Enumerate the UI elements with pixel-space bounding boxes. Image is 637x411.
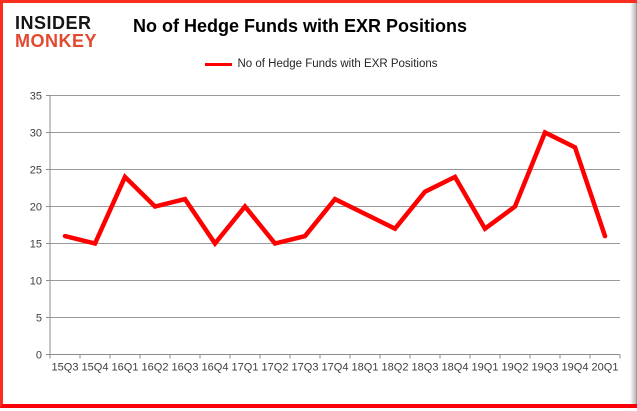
- x-tick-label: 17Q4: [322, 362, 349, 374]
- x-tick-label: 17Q3: [292, 362, 319, 374]
- logo-insider-text: INSIDER: [15, 13, 92, 33]
- x-tick-label: 17Q2: [262, 362, 289, 374]
- x-tick-label: 20Q1: [592, 362, 619, 374]
- y-tick-label: 5: [36, 313, 42, 325]
- x-tick-label: 16Q2: [142, 362, 169, 374]
- legend-line-swatch-icon: [205, 62, 233, 66]
- y-tick-label: 25: [30, 165, 42, 177]
- chart-legend: No of Hedge Funds with EXR Positions: [3, 58, 637, 70]
- page-title: No of Hedge Funds with EXR Positions: [133, 16, 468, 36]
- x-tick-label: 18Q3: [412, 362, 439, 374]
- insider-monkey-logo: INSIDER MONKEY: [15, 14, 97, 50]
- x-tick-label: 16Q1: [112, 362, 139, 374]
- x-tick-label: 16Q3: [172, 362, 199, 374]
- logo-monkey-text: MONKEY: [15, 31, 98, 51]
- x-tick-label: 17Q1: [232, 362, 259, 374]
- x-tick-label: 18Q2: [382, 362, 409, 374]
- series-line: [62, 129, 608, 248]
- x-tick-label: 18Q1: [352, 362, 379, 374]
- x-tick-label: 15Q4: [82, 362, 109, 374]
- x-tick-label: 19Q2: [502, 362, 529, 374]
- y-tick-label: 20: [30, 202, 42, 214]
- y-tick-label: 0: [36, 350, 42, 362]
- x-tick-label: 18Q4: [442, 362, 469, 374]
- y-tick-label: 35: [30, 91, 42, 103]
- x-tick-label: 19Q1: [472, 362, 499, 374]
- y-tick-label: 30: [30, 128, 42, 140]
- x-tick-label: 15Q3: [52, 362, 79, 374]
- y-tick-label: 10: [30, 276, 42, 288]
- x-tick-label: 19Q4: [562, 362, 589, 374]
- y-tick-label: 15: [30, 239, 42, 251]
- x-tick-label: 19Q3: [532, 362, 559, 374]
- legend-label: No of Hedge Funds with EXR Positions: [237, 58, 438, 70]
- x-tick-label: 16Q4: [202, 362, 229, 374]
